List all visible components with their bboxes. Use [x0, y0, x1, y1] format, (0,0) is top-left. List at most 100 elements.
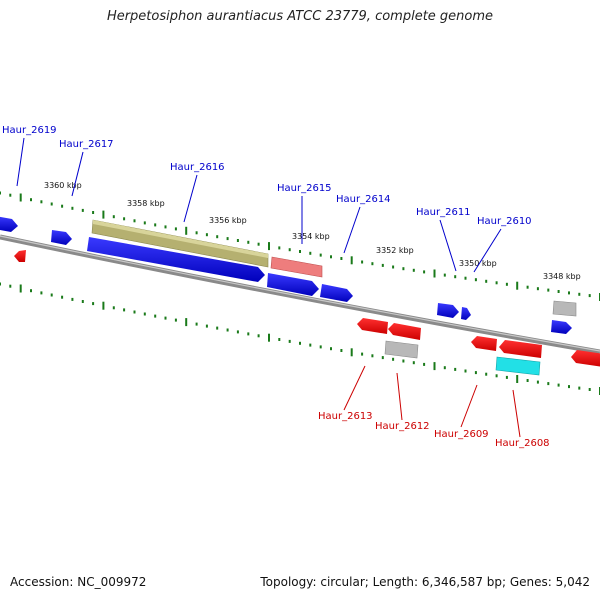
gene-arrow[interactable] — [499, 340, 542, 358]
scale-tick-major — [433, 362, 436, 371]
scale-tick-minor — [474, 371, 477, 375]
scale-tick-minor — [392, 357, 395, 361]
reverse-leaders — [343, 365, 521, 438]
scale-tick-minor — [578, 292, 581, 296]
scale-tick-minor — [61, 204, 64, 208]
scale-tick-minor — [536, 287, 539, 291]
scale-tick-minor — [309, 251, 312, 255]
gene-label[interactable]: Haur_2611 — [416, 207, 471, 218]
tick-label: 3358 kbp — [127, 199, 165, 208]
scale-tick-minor — [50, 202, 53, 206]
gene-label[interactable]: Haur_2612 — [375, 421, 430, 432]
scale-tick-minor — [371, 354, 374, 358]
tick-label: 3360 kbp — [44, 181, 82, 190]
scale-tick-minor — [412, 361, 415, 365]
gene-label[interactable]: Haur_2616 — [170, 162, 225, 173]
gene-arrow[interactable] — [461, 307, 471, 320]
gene-box[interactable] — [495, 356, 541, 376]
gene-label[interactable]: Haur_2619 — [2, 125, 57, 136]
scale-tick-minor — [309, 343, 312, 347]
gene-box[interactable] — [384, 340, 419, 359]
scale-tick-minor — [423, 270, 426, 274]
scale-tick-major — [433, 269, 436, 278]
scale-tick-minor — [464, 369, 467, 373]
gene-arrow[interactable] — [87, 237, 265, 282]
scale-tick-minor — [330, 255, 332, 259]
scale-tick-minor — [174, 318, 177, 322]
gene-box[interactable] — [552, 300, 577, 317]
scale-tick-minor — [226, 237, 229, 241]
scale-tick-minor — [133, 310, 136, 314]
gene-arrow[interactable] — [437, 303, 459, 318]
tick-label: 3352 kbp — [376, 246, 414, 255]
scale-tick-minor — [402, 267, 405, 271]
scale-tick-minor — [588, 388, 591, 391]
gene-arrow[interactable] — [320, 284, 353, 302]
scale-tick-minor — [205, 233, 208, 237]
scale-tick-minor — [216, 235, 219, 239]
forward-leaders — [16, 137, 502, 273]
scale-tick-minor — [381, 356, 384, 360]
gene-label[interactable]: Haur_2610 — [477, 216, 532, 227]
gene-label[interactable]: Haur_2613 — [318, 411, 373, 422]
genome-stats-text: Topology: circular; Length: 6,346,587 bp… — [260, 575, 590, 589]
scale-tick-major — [185, 318, 188, 327]
scale-tick-minor — [112, 306, 115, 310]
scale-ticks-top — [0, 191, 600, 301]
scale-tick-minor — [133, 219, 136, 223]
scale-tick-major — [19, 193, 22, 202]
gene-label[interactable]: Haur_2617 — [59, 139, 114, 150]
scale-tick-minor — [0, 191, 1, 195]
gene-arrow[interactable] — [551, 320, 572, 334]
gene-label[interactable]: Haur_2615 — [277, 183, 332, 194]
scale-tick-minor — [164, 225, 167, 229]
forward-features — [0, 216, 577, 334]
scale-tick-minor — [588, 294, 591, 298]
gene-arrow[interactable] — [471, 336, 497, 351]
scale-tick-minor — [443, 273, 446, 277]
scale-tick-minor — [92, 302, 95, 306]
scale-tick-minor — [547, 382, 550, 386]
gene-arrow[interactable] — [0, 216, 18, 232]
map-title: Herpetosiphon aurantiacus ATCC 23779, co… — [106, 9, 494, 24]
gene-arrow[interactable] — [388, 323, 421, 340]
scale-tick-minor — [454, 275, 457, 279]
scale-tick-major — [185, 226, 188, 235]
scale-tick-major — [350, 256, 353, 265]
gene-label[interactable]: Haur_2608 — [495, 438, 550, 449]
scale-tick-minor — [71, 297, 74, 301]
scale-tick-minor — [454, 367, 457, 371]
scale-tick-minor — [195, 322, 198, 326]
gene-arrow[interactable] — [14, 250, 26, 262]
scale-tick-major — [516, 281, 519, 290]
scale-labels: 3360 kbp 3358 kbp 3356 kbp 3354 kbp 3352… — [44, 181, 581, 281]
scale-tick-minor — [9, 193, 12, 197]
scale-tick-minor — [495, 374, 498, 378]
scale-tick-minor — [92, 211, 95, 214]
gene-arrow[interactable] — [51, 230, 72, 245]
reverse-gene-labels: Haur_2613 Haur_2612 Haur_2609 Haur_2608 — [318, 411, 550, 449]
scale-tick-minor — [40, 200, 43, 204]
scale-tick-minor — [568, 291, 570, 295]
scale-tick-minor — [505, 375, 508, 379]
scale-tick-minor — [526, 285, 529, 289]
scale-tick-minor — [216, 326, 219, 330]
gene-arrow[interactable] — [357, 318, 388, 334]
scale-tick-major — [102, 210, 105, 219]
gene-box[interactable] — [270, 256, 323, 278]
scale-tick-major — [268, 333, 270, 342]
gene-label[interactable]: Haur_2609 — [434, 429, 489, 440]
scale-tick-minor — [61, 295, 64, 299]
scale-tick-minor — [278, 338, 281, 341]
scale-tick-minor — [9, 284, 12, 288]
scale-tick-minor — [485, 279, 488, 283]
forward-gene-labels: Haur_2619 Haur_2617 Haur_2616 Haur_2615 … — [2, 125, 532, 227]
gene-label[interactable]: Haur_2614 — [336, 194, 391, 205]
gene-arrow[interactable] — [571, 350, 600, 367]
scale-tick-minor — [485, 372, 488, 376]
gene-arrow[interactable] — [267, 273, 319, 296]
scale-tick-minor — [526, 379, 529, 382]
scale-tick-minor — [81, 300, 84, 303]
scale-tick-minor — [174, 227, 177, 231]
scale-tick-minor — [464, 276, 467, 280]
